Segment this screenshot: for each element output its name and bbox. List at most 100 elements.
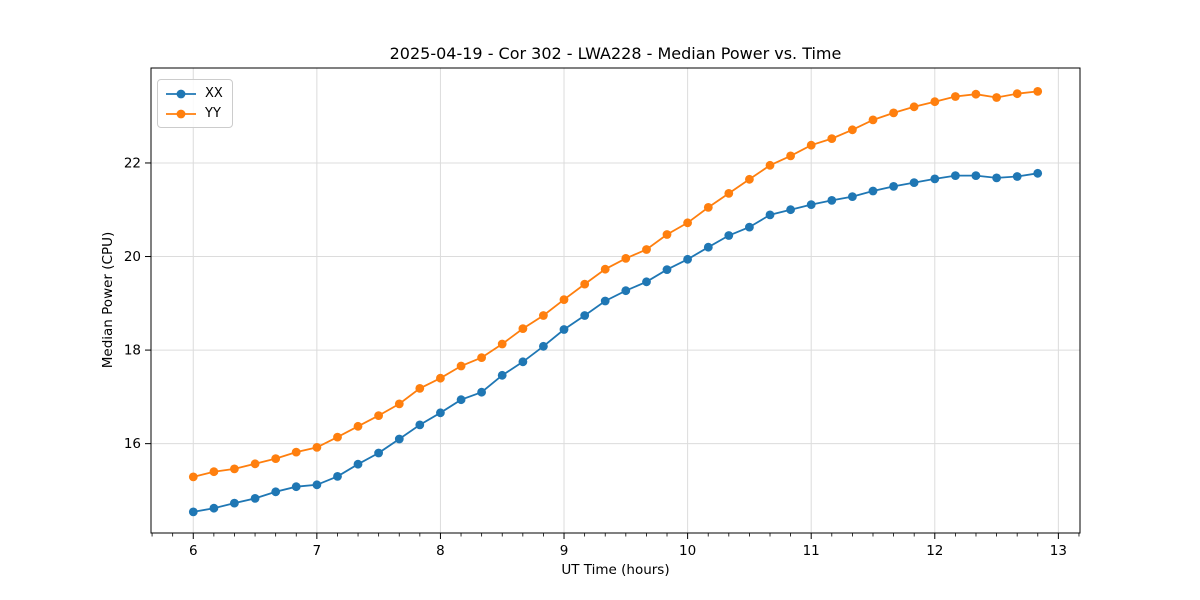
data-point-xx [703,242,713,252]
data-point-xx [209,503,219,513]
data-point-xx [250,494,260,503]
data-point-xx [786,205,795,215]
axes-spines [150,67,1081,534]
data-point-xx [353,459,363,469]
data-point-yy [188,472,198,482]
data-point-xx [188,507,198,517]
data-point-xx [1033,168,1043,178]
data-point-yy [539,311,548,320]
data-point-xx [271,487,281,497]
data-point-yy [889,108,898,118]
data-point-yy [971,89,981,99]
y-tick-label: 20 [124,249,141,265]
xx-line-marker-icon [166,89,196,98]
data-point-yy [724,189,734,198]
data-point-xx [559,325,569,334]
data-point-yy [806,140,816,150]
x-tick-label: 13 [1050,543,1067,559]
data-point-yy [559,295,569,304]
data-point-xx [848,192,857,202]
data-point-yy [497,339,507,349]
data-point-yy [415,384,425,393]
data-point-yy [1012,89,1022,99]
data-point-yy [765,160,775,170]
data-point-xx [436,408,445,418]
data-point-xx [827,196,837,205]
data-point-xx [456,395,466,405]
yy-line-marker-icon [166,109,196,118]
data-point-yy [951,92,960,101]
data-point-yy [291,447,301,457]
data-point-xx [621,286,631,296]
data-point-yy [518,324,528,333]
data-point-yy [868,115,878,125]
data-point-yy [436,373,445,383]
data-point-xx [1012,172,1022,181]
data-point-xx [518,357,528,367]
data-point-xx [806,200,816,210]
data-point-xx [642,277,651,287]
y-tick-label: 22 [124,155,141,171]
data-point-yy [621,254,631,263]
data-point-xx [415,420,425,430]
data-point-xx [230,498,239,508]
data-point-xx [889,182,898,191]
data-point-yy [250,459,260,469]
data-point-yy [909,102,919,112]
data-point-xx [765,210,775,220]
data-point-yy [333,432,342,442]
data-point-yy [374,411,383,420]
data-point-xx [971,171,981,181]
data-point-yy [745,174,754,184]
data-point-xx [909,178,919,188]
data-point-yy [848,125,857,135]
legend-item-xx: XX [164,84,223,103]
data-point-xx [683,254,692,264]
y-tick-label: 16 [124,436,141,452]
data-point-yy [992,93,1001,102]
data-point-xx [497,370,507,380]
data-point-xx [539,341,548,351]
legend-label-yy: YY [205,106,221,121]
series-line-xx [193,172,1038,513]
data-point-xx [291,482,301,492]
data-point-yy [600,264,610,274]
y-tick-label: 18 [124,343,141,359]
data-point-yy [477,353,486,362]
data-point-xx [662,265,672,274]
data-point-yy [271,454,281,463]
legend-item-yy: YY [164,104,223,123]
data-point-yy [1033,87,1043,96]
data-point-yy [827,134,837,144]
x-tick-label: 9 [560,543,569,559]
data-point-xx [333,472,342,481]
x-tick-label: 6 [189,543,198,559]
data-point-xx [745,222,754,232]
series-line-yy [193,90,1038,478]
data-point-yy [580,279,590,289]
data-point-yy [230,464,239,474]
x-tick-label: 7 [313,543,322,559]
x-tick-label: 10 [679,543,696,559]
x-tick-label: 12 [926,543,943,559]
legend-label-xx: XX [205,86,223,101]
data-point-xx [477,387,486,397]
data-point-xx [312,480,322,490]
x-axis-label: UT Time (hours) [561,562,670,578]
data-point-yy [394,399,404,409]
data-point-yy [662,230,672,239]
data-point-yy [456,361,466,371]
data-point-yy [930,97,940,107]
data-point-xx [374,448,383,458]
data-point-xx [394,434,404,444]
legend: XX YY [157,79,233,128]
data-point-yy [642,245,651,254]
data-point-xx [600,296,610,306]
x-tick-label: 11 [803,543,820,559]
data-point-yy [209,467,219,477]
data-point-yy [683,218,692,228]
data-point-yy [353,421,363,431]
data-point-xx [580,311,590,320]
